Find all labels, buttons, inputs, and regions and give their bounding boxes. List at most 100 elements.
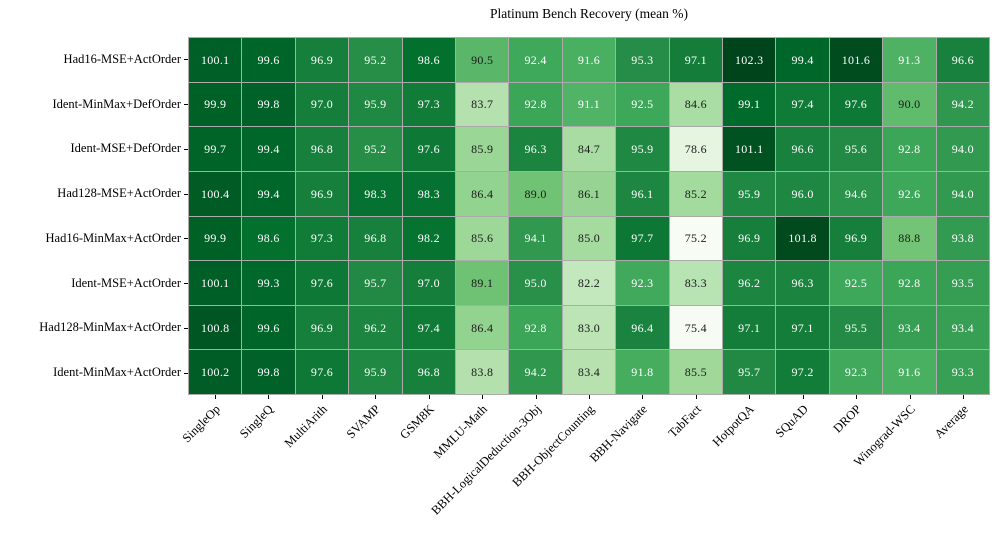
heatmap-cell: 92.8 <box>509 305 562 350</box>
heatmap-cell: 86.4 <box>456 305 509 350</box>
heatmap-cell: 101.6 <box>829 38 883 82</box>
row-labels: Had16-MSE+ActOrder Ident-MinMax+DefOrder I… <box>0 37 183 395</box>
heatmap-cell: 97.3 <box>295 216 349 261</box>
heatmap-cell: 90.5 <box>456 38 509 82</box>
heatmap-cell: 84.6 <box>669 82 722 127</box>
row-label: Ident-MSE+ActOrder <box>71 275 181 290</box>
heatmap-cell: 95.2 <box>349 38 402 82</box>
heatmap-cell: 96.6 <box>936 38 989 82</box>
heatmap-cell: 95.6 <box>829 127 883 171</box>
heatmap-cell: 93.5 <box>936 261 989 305</box>
heatmap-cell: 100.1 <box>189 261 242 305</box>
heatmap-cell: 98.3 <box>349 171 402 216</box>
heatmap-cell: 84.7 <box>562 127 616 171</box>
heatmap-cell: 88.8 <box>883 216 936 261</box>
heatmap-cell: 83.7 <box>456 82 509 127</box>
heatmap-cell: 96.9 <box>295 38 349 82</box>
y-axis-tick <box>184 283 188 285</box>
heatmap-cell: 96.2 <box>723 261 776 305</box>
heatmap-cell: 102.3 <box>723 38 776 82</box>
heatmap-cell: 97.4 <box>402 305 455 350</box>
heatmap-cell: 75.4 <box>669 305 722 350</box>
heatmap-cell: 98.6 <box>242 216 295 261</box>
heatmap-cell: 96.0 <box>776 171 829 216</box>
heatmap-cell: 93.4 <box>936 305 989 350</box>
x-axis-tick <box>375 395 377 399</box>
heatmap-cell: 98.3 <box>402 171 455 216</box>
heatmap-cell: 99.4 <box>242 127 295 171</box>
heatmap-cell: 82.2 <box>562 261 616 305</box>
heatmap-cell: 94.1 <box>509 216 562 261</box>
heatmap-cell: 97.0 <box>402 261 455 305</box>
heatmap-cell: 95.3 <box>616 38 669 82</box>
heatmap-cell: 83.4 <box>562 350 616 394</box>
heatmap-cell: 96.9 <box>295 305 349 350</box>
x-axis-tick <box>428 395 430 399</box>
heatmap-cell: 92.8 <box>509 82 562 127</box>
heatmap-cell: 100.2 <box>189 350 242 394</box>
x-axis-tick <box>909 395 911 399</box>
heatmap-cell: 97.6 <box>295 261 349 305</box>
heatmap-cell: 91.8 <box>616 350 669 394</box>
y-axis-tick <box>184 238 188 240</box>
chart-title: Platinum Bench Recovery (mean %) <box>490 6 688 21</box>
heatmap-cell: 75.2 <box>669 216 722 261</box>
x-axis-tick <box>214 395 216 399</box>
heatmap-cell: 83.3 <box>669 261 722 305</box>
row-label: Ident-MinMax+ActOrder <box>53 365 181 380</box>
heatmap-cell: 92.4 <box>509 38 562 82</box>
heatmap-cell: 83.0 <box>562 305 616 350</box>
row-label: Had16-MSE+ActOrder <box>63 51 181 66</box>
heatmap-cell: 99.8 <box>242 350 295 394</box>
row-label: Had16-MinMax+ActOrder <box>45 230 182 245</box>
heatmap-cell: 96.9 <box>723 216 776 261</box>
heatmap-cell: 93.4 <box>883 305 936 350</box>
heatmap-cell: 96.2 <box>349 305 402 350</box>
heatmap-cell: 97.0 <box>295 82 349 127</box>
heatmap-cell: 97.1 <box>669 38 722 82</box>
heatmap-cell: 91.6 <box>562 38 616 82</box>
heatmap-cell: 85.5 <box>669 350 722 394</box>
heatmap-cell: 100.1 <box>189 38 242 82</box>
x-axis-tick <box>535 395 537 399</box>
heatmap-cell: 95.7 <box>349 261 402 305</box>
x-axis-tick <box>856 395 858 399</box>
heatmap-cell: 93.3 <box>936 350 989 394</box>
heatmap-cell: 85.2 <box>669 171 722 216</box>
heatmap-cell: 92.5 <box>616 82 669 127</box>
heatmap-cell: 97.6 <box>402 127 455 171</box>
x-axis-tick <box>482 395 484 399</box>
heatmap-cell: 101.1 <box>723 127 776 171</box>
y-axis-tick <box>184 148 188 150</box>
heatmap-cell: 99.6 <box>242 38 295 82</box>
heatmap-cell: 96.3 <box>776 261 829 305</box>
heatmap-cell: 91.3 <box>883 38 936 82</box>
heatmap-cell: 97.7 <box>616 216 669 261</box>
heatmap-cell: 99.4 <box>242 171 295 216</box>
row-label: Had128-MinMax+ActOrder <box>39 320 181 335</box>
heatmap-cell: 96.8 <box>349 216 402 261</box>
y-axis-tick <box>184 372 188 374</box>
heatmap-cell: 97.2 <box>776 350 829 394</box>
y-axis-tick <box>184 59 188 61</box>
heatmap-cell: 95.9 <box>723 171 776 216</box>
heatmap-cell: 95.7 <box>723 350 776 394</box>
x-axis-tick <box>321 395 323 399</box>
heatmap-cell: 101.8 <box>776 216 829 261</box>
heatmap-cell: 100.8 <box>189 305 242 350</box>
heatmap-cell: 86.1 <box>562 171 616 216</box>
heatmap-cell: 92.5 <box>829 261 883 305</box>
heatmap-cell: 85.0 <box>562 216 616 261</box>
x-axis-tick <box>589 395 590 399</box>
heatmap-cell: 99.4 <box>776 38 829 82</box>
heatmap-cell: 86.4 <box>456 171 509 216</box>
heatmap-cell: 96.3 <box>509 127 562 171</box>
heatmap-cell: 96.4 <box>616 305 669 350</box>
heatmap-cell: 92.6 <box>883 171 936 216</box>
heatmap-cell: 99.7 <box>189 127 242 171</box>
heatmap-cell: 98.2 <box>402 216 455 261</box>
x-axis-tick <box>642 395 644 399</box>
heatmap-cell: 94.2 <box>936 82 989 127</box>
y-axis-tick <box>184 104 188 106</box>
